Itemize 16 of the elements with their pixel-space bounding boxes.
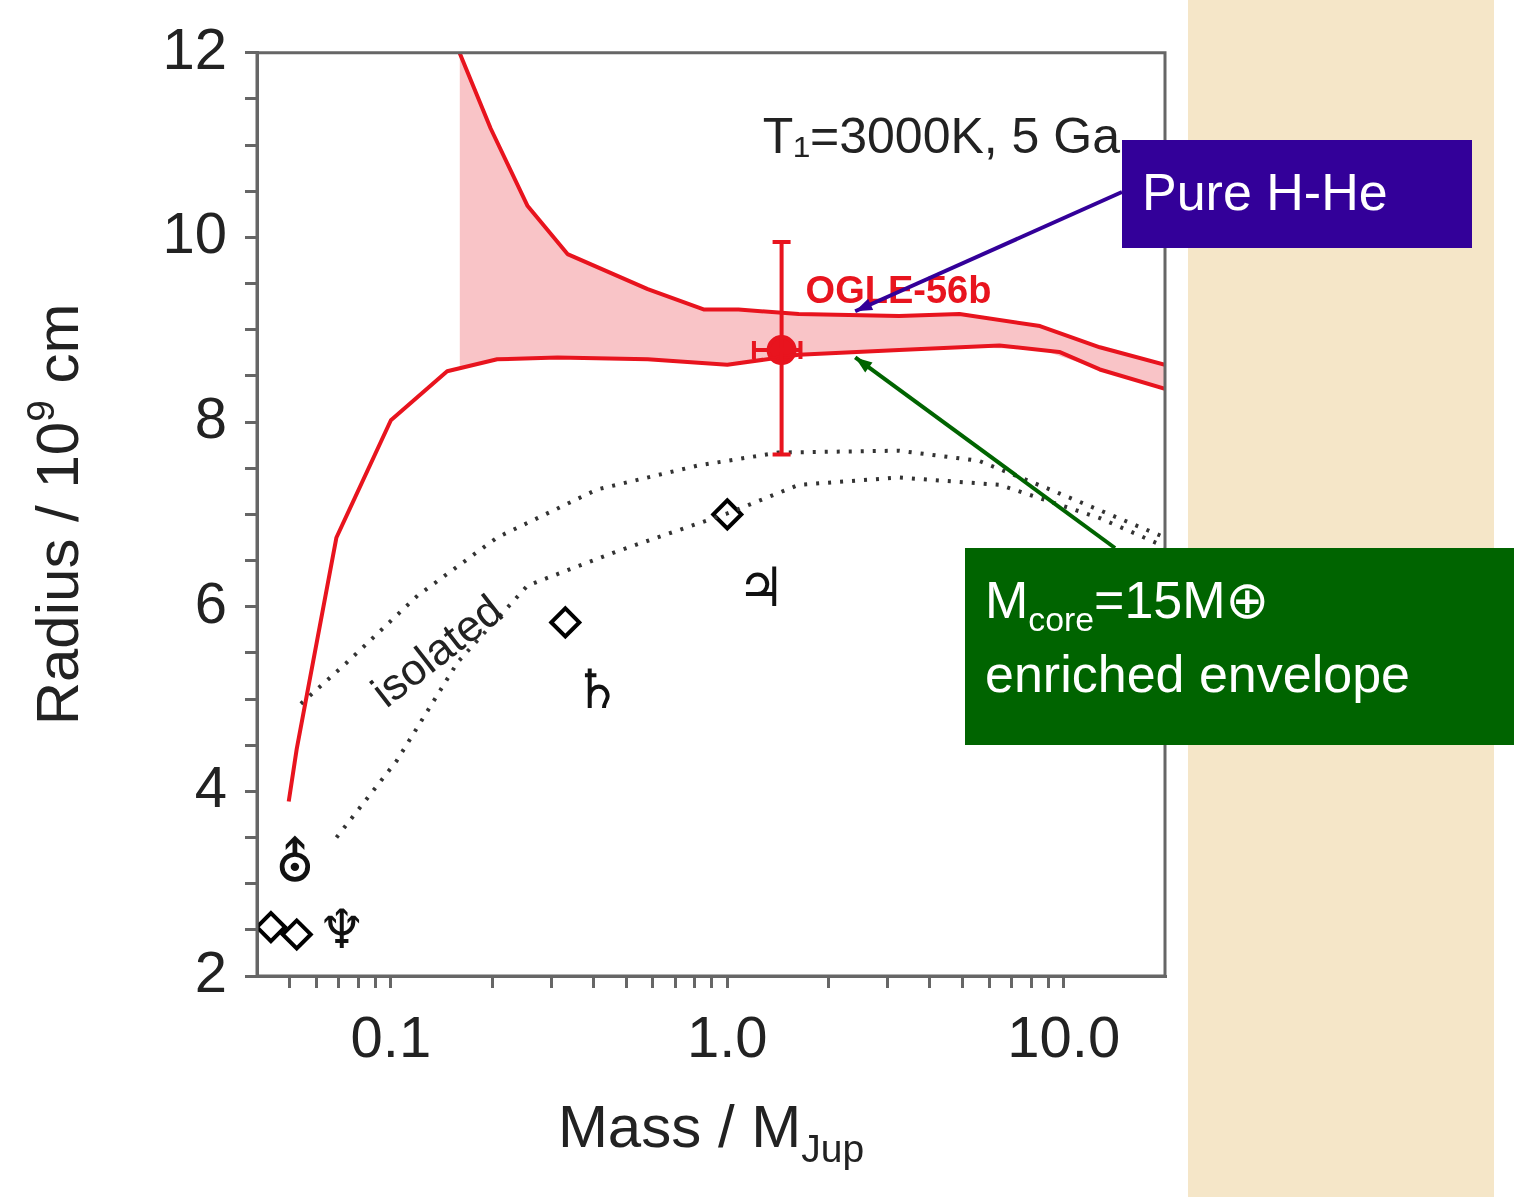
y-axis-title: Radius / 109 cm <box>19 303 91 726</box>
y-tick-label: 6 <box>194 569 227 635</box>
x-tick-label: 10.0 <box>1007 1003 1121 1069</box>
data-label: ♆ <box>317 898 366 962</box>
y-tick-label: 8 <box>194 385 227 451</box>
y-tick-label: 2 <box>194 939 227 1004</box>
annotation: Pure H-He <box>1142 163 1388 221</box>
data-label: ♄ <box>573 658 622 722</box>
x-tick-label: 1.0 <box>686 1003 768 1069</box>
annotation: T₁=3000K, 5 Ga <box>762 107 1121 164</box>
data-label: ⛢ <box>275 831 315 895</box>
x-tick-label: 0.1 <box>350 1003 432 1069</box>
y-tick-label: 4 <box>194 754 227 820</box>
y-tick-label: 12 <box>162 15 227 81</box>
y-tick-label: 10 <box>162 200 227 266</box>
data-label: ♃ <box>737 556 786 620</box>
